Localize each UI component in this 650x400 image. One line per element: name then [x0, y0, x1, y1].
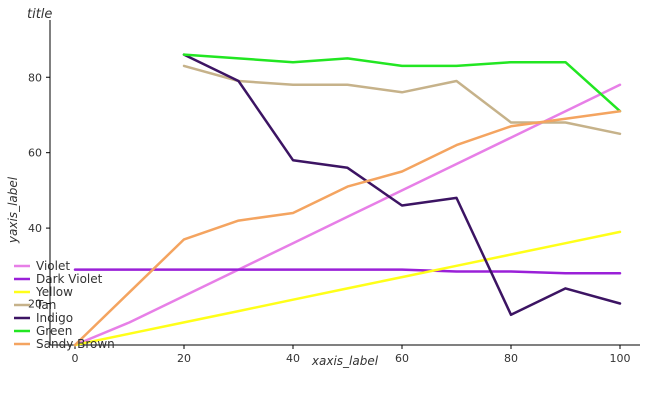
series-line-violet	[73, 83, 622, 347]
y-tick-label: 20	[28, 298, 42, 311]
x-tick-label: 40	[286, 352, 300, 365]
legend-label-green: Green	[36, 324, 72, 338]
legend-label-tan: Tan	[35, 298, 56, 312]
series-line-green	[182, 53, 622, 113]
legend-label-yellow: Yellow	[35, 285, 73, 299]
series-line-yellow	[73, 230, 622, 347]
x-axis-title: xaxis_label	[311, 354, 379, 368]
chart-title: title	[27, 7, 52, 22]
series-line-indigo	[182, 53, 622, 317]
y-tick-label: 40	[28, 222, 42, 235]
series-line-tan	[182, 64, 622, 136]
x-tick-label: 100	[610, 352, 631, 365]
legend-label-dark-violet: Dark Violet	[36, 272, 103, 286]
legend-label-violet: Violet	[36, 259, 70, 273]
tick-labels: 0 20 40 60 80 100 20 40 60 80	[28, 71, 631, 365]
x-tick-label: 60	[395, 352, 409, 365]
y-tick-label: 80	[28, 71, 42, 84]
legend-label-sandy-brown: Sandy Brown	[36, 337, 115, 351]
y-tick-label: 60	[28, 147, 42, 160]
x-tick-label: 0	[72, 352, 79, 365]
axes	[46, 20, 640, 349]
series-line-dark-violet	[73, 268, 622, 275]
x-tick-label: 80	[504, 352, 518, 365]
legend-label-indigo: Indigo	[36, 311, 73, 325]
series-line-sandy-brown	[73, 109, 622, 347]
series-lines	[73, 53, 622, 347]
y-axis-title: yaxis_label	[6, 176, 20, 244]
x-tick-label: 20	[177, 352, 191, 365]
